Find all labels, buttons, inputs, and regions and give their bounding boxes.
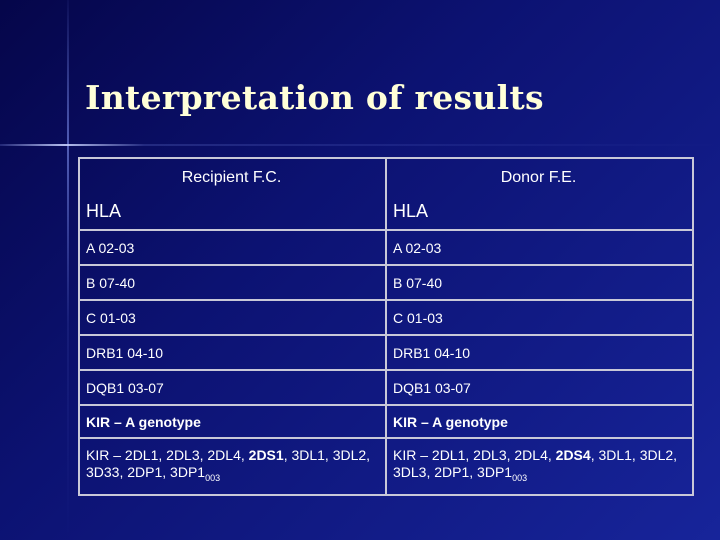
cell: KIR – A genotype: [78, 404, 387, 439]
row: A 02-03 A 02-03: [78, 229, 694, 266]
slide-title: Interpretation of results: [85, 78, 544, 117]
cell: C 01-03: [78, 299, 387, 336]
cell: A 02-03: [385, 229, 694, 266]
cell: HLA: [78, 193, 387, 231]
header-row: Recipient F.C. Donor F.E.: [78, 157, 694, 193]
bold-text: 2DS1: [248, 446, 284, 463]
cell: B 07-40: [385, 264, 694, 301]
subscript: 003: [512, 472, 528, 483]
row: KIR – 2DL1, 2DL3, 2DL4, 2DS1, 3DL1, 3DL2…: [78, 437, 694, 496]
text: , 3DL1, 3DL2, 3D33, 2DP1, 3DP1: [86, 446, 371, 480]
cell: KIR – 2DL1, 2DL3, 2DL4, 2DS4, 3DL1, 3DL2…: [385, 437, 694, 496]
subscript: 003: [205, 472, 221, 483]
header-cell: Donor F.E.: [385, 157, 694, 193]
cell: B 07-40: [78, 264, 387, 301]
cell: DQB1 03-07: [78, 369, 387, 406]
cell: KIR – 2DL1, 2DL3, 2DL4, 2DS1, 3DL1, 3DL2…: [78, 437, 387, 496]
row: DRB1 04-10 DRB1 04-10: [78, 334, 694, 371]
text: , 3DL1, 3DL2, 3DL3, 2DP1, 3DP1: [393, 446, 678, 480]
row: KIR – A genotype KIR – A genotype: [78, 404, 694, 439]
row: DQB1 03-07 DQB1 03-07: [78, 369, 694, 406]
cell: HLA: [385, 193, 694, 231]
results-table: Recipient F.C. Donor F.E. HLA HLA A 02-0…: [78, 157, 694, 496]
row: B 07-40 B 07-40: [78, 264, 694, 301]
cell: DRB1 04-10: [385, 334, 694, 371]
cell: DQB1 03-07: [385, 369, 694, 406]
decor-line: [0, 144, 720, 146]
cell: DRB1 04-10: [78, 334, 387, 371]
text: KIR – 2DL1, 2DL3, 2DL4,: [86, 446, 249, 463]
bold-text: 2DS4: [555, 446, 591, 463]
header-cell: Recipient F.C.: [78, 157, 387, 193]
cell: A 02-03: [78, 229, 387, 266]
cell: KIR – A genotype: [385, 404, 694, 439]
cell: C 01-03: [385, 299, 694, 336]
row: HLA HLA: [78, 193, 694, 231]
decor-line: [67, 0, 69, 540]
text: KIR – 2DL1, 2DL3, 2DL4,: [393, 446, 556, 463]
row: C 01-03 C 01-03: [78, 299, 694, 336]
